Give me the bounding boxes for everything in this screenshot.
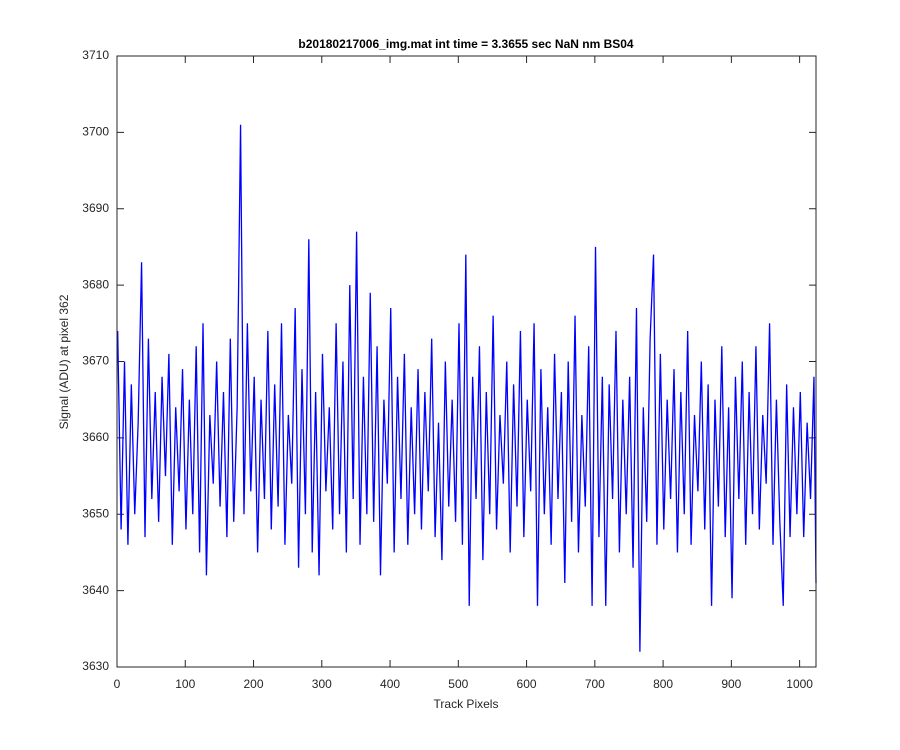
- x-tick-label: 200: [244, 677, 264, 691]
- x-tick-label: 1000: [786, 677, 813, 691]
- x-tick-label: 400: [380, 677, 400, 691]
- y-axis-label: Signal (ADU) at pixel 362: [57, 294, 71, 429]
- x-axis-label: Track Pixels: [434, 697, 499, 711]
- axes-box: [116, 55, 817, 668]
- data-line: [117, 124, 817, 652]
- x-tick-label: 800: [653, 677, 673, 691]
- y-tick-label: 3710: [82, 48, 109, 62]
- y-tick-label: 3640: [82, 583, 109, 597]
- y-tick-label: 3680: [82, 277, 109, 291]
- x-tick-label: 500: [448, 677, 468, 691]
- y-tick-label: 3630: [82, 659, 109, 673]
- y-tick-label: 3670: [82, 354, 109, 368]
- y-tick-label: 3660: [82, 430, 109, 444]
- y-tick-label: 3690: [82, 201, 109, 215]
- x-tick-label: 900: [721, 677, 741, 691]
- x-tick-label: 0: [114, 677, 121, 691]
- x-tick-label: 700: [585, 677, 605, 691]
- y-tick-label: 3650: [82, 506, 109, 520]
- chart-title: b20180217006_img.mat int time = 3.3655 s…: [298, 37, 634, 51]
- x-tick-label: 300: [312, 677, 332, 691]
- x-tick-label: 100: [175, 677, 195, 691]
- x-tick-label: 600: [517, 677, 537, 691]
- y-tick-label: 3700: [82, 125, 109, 139]
